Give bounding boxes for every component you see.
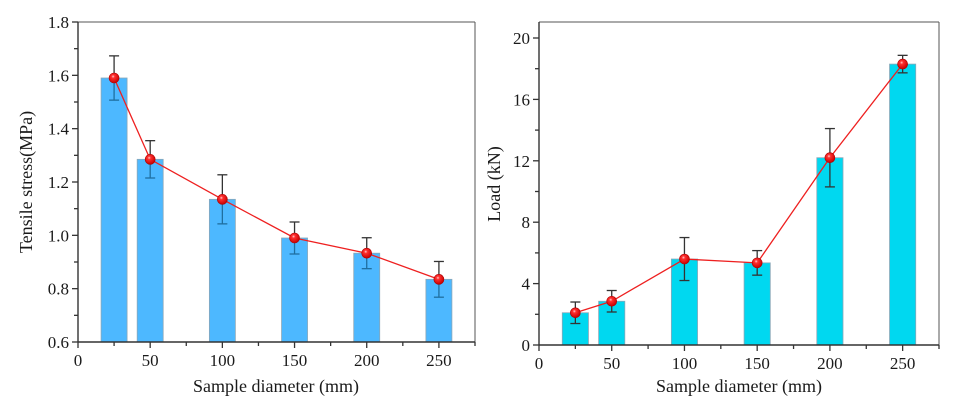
data-point-marker <box>897 58 908 70</box>
axes <box>72 21 476 348</box>
y-tick-labels: 0.6 0.8 1.0 1.2 1.4 1.6 1.8 <box>48 13 70 352</box>
x-tick-label: 0 <box>535 354 544 373</box>
axes <box>533 21 940 351</box>
data-point-marker <box>570 307 581 319</box>
data-point-marker <box>217 194 228 205</box>
x-tick-labels: 0 50 100 150 200 250 <box>74 351 452 370</box>
x-tick-label: 250 <box>426 351 452 370</box>
x-tick-label: 100 <box>672 354 698 373</box>
trend-line <box>113 77 440 280</box>
x-tick-label: 100 <box>210 351 236 370</box>
data-point-marker <box>606 295 618 307</box>
y-tick-label: 0.8 <box>48 280 69 299</box>
x-tick-label: 0 <box>74 351 83 370</box>
x-tick-labels: 0 50 100 150 200 250 <box>535 354 916 373</box>
tensile-stress-chart: 0 50 100 150 200 250 0.6 0.8 1.0 1.2 1.4 1.6 1.8 Sa… <box>16 13 476 397</box>
y-tick-label: 1.8 <box>48 13 69 32</box>
x-tick-label: 50 <box>142 351 159 370</box>
y-tick-label: 0 <box>522 336 531 355</box>
data-point-marker <box>289 232 300 244</box>
data-point-marker <box>433 274 445 285</box>
data-point-marker <box>824 152 836 164</box>
series-line <box>575 63 904 314</box>
y-tick-label: 1.2 <box>48 173 69 192</box>
y-tick-labels: 0 4 8 12 16 20 <box>513 29 531 355</box>
data-point-marker <box>108 72 120 84</box>
data-point-marker <box>751 257 763 269</box>
y-axis-title: Tensile stress(MPa) <box>16 111 37 253</box>
y-tick-label: 1.6 <box>48 66 69 85</box>
y-tick-label: 16 <box>513 90 530 109</box>
x-tick-label: 250 <box>890 354 916 373</box>
x-tick-label: 150 <box>744 354 770 373</box>
bar <box>743 262 771 346</box>
bar <box>281 237 308 343</box>
load-chart: 0 50 100 150 200 250 0 4 8 12 16 20 Sample diamete… <box>484 21 940 397</box>
y-tick-label: 1.0 <box>48 226 69 245</box>
x-tick-label: 150 <box>282 351 308 370</box>
y-axis-title: Load (kN) <box>484 146 505 221</box>
bar <box>425 278 453 343</box>
y-tick-label: 0.6 <box>48 333 69 352</box>
y-tick-label: 20 <box>513 29 530 48</box>
y-tick-label: 4 <box>522 275 531 294</box>
y-tick-label: 1.4 <box>48 120 70 139</box>
markers <box>570 58 908 319</box>
y-tick-label: 8 <box>522 213 531 232</box>
data-point-marker <box>361 247 373 259</box>
markers <box>108 72 445 285</box>
x-tick-label: 200 <box>354 351 380 370</box>
x-axis-title: Sample diameter (mm) <box>193 376 359 397</box>
y-tick-label: 12 <box>513 152 530 171</box>
bar <box>100 77 128 343</box>
error-bar <box>145 140 156 179</box>
x-tick-label: 200 <box>817 354 843 373</box>
data-point-marker <box>679 253 690 265</box>
error-bars <box>570 54 908 325</box>
x-tick-label: 50 <box>603 354 620 373</box>
bars <box>100 77 453 343</box>
x-axis-title: Sample diameter (mm) <box>656 376 822 397</box>
bar <box>136 158 164 343</box>
data-point-marker <box>144 154 156 165</box>
bar <box>889 63 917 346</box>
series-line <box>113 77 440 280</box>
trend-line <box>575 63 904 314</box>
